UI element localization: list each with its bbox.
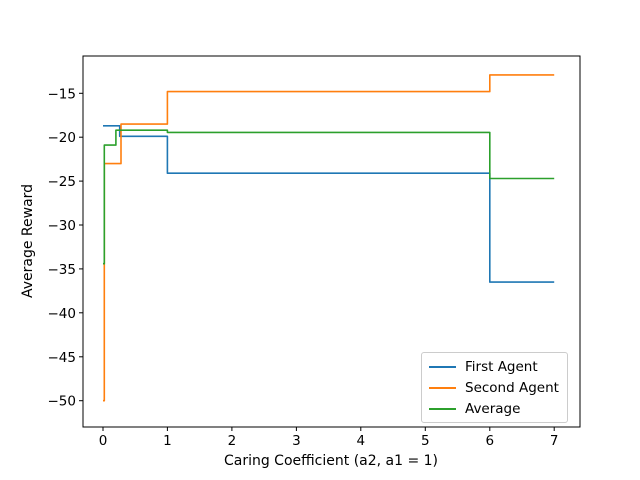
x-tick-label: 3 <box>292 433 301 449</box>
series-second-agent <box>103 74 555 402</box>
y-tick-label: −40 <box>48 306 77 322</box>
y-tick-label: −30 <box>48 218 77 234</box>
y-tick-label: −15 <box>48 86 77 102</box>
series-average <box>103 129 555 265</box>
legend-item-first-agent: First Agent <box>429 356 560 377</box>
x-tick-label: 0 <box>99 433 108 449</box>
plot-area-border <box>82 55 581 428</box>
y-axis-label: Average Reward <box>20 183 36 299</box>
second-agent-line-swatch <box>429 386 456 389</box>
x-tick-label: 2 <box>228 433 237 449</box>
y-tick-label: −45 <box>48 350 77 366</box>
y-tick-label: −25 <box>48 174 77 190</box>
first-agent-line-swatch <box>429 365 456 368</box>
average-line-swatch <box>429 407 456 410</box>
series-first-agent <box>103 125 555 283</box>
x-tick-label: 4 <box>357 433 366 449</box>
x-tick-label: 1 <box>163 433 172 449</box>
y-tick-label: −20 <box>48 130 77 146</box>
x-axis-label: Caring Coefficient (a2, a1 = 1) <box>223 453 439 469</box>
legend-label: First Agent <box>465 358 538 375</box>
y-tick-label: −50 <box>48 394 77 410</box>
legend-item-average: Average <box>429 398 560 419</box>
y-tick-label: −35 <box>48 262 77 278</box>
legend: First Agent Second Agent Average <box>421 352 568 423</box>
x-tick-label: 6 <box>486 433 495 449</box>
legend-item-second-agent: Second Agent <box>429 377 560 398</box>
x-tick-label: 5 <box>421 433 430 449</box>
x-tick-label: 7 <box>550 433 559 449</box>
legend-label: Average <box>465 400 521 417</box>
legend-label: Second Agent <box>465 379 559 396</box>
